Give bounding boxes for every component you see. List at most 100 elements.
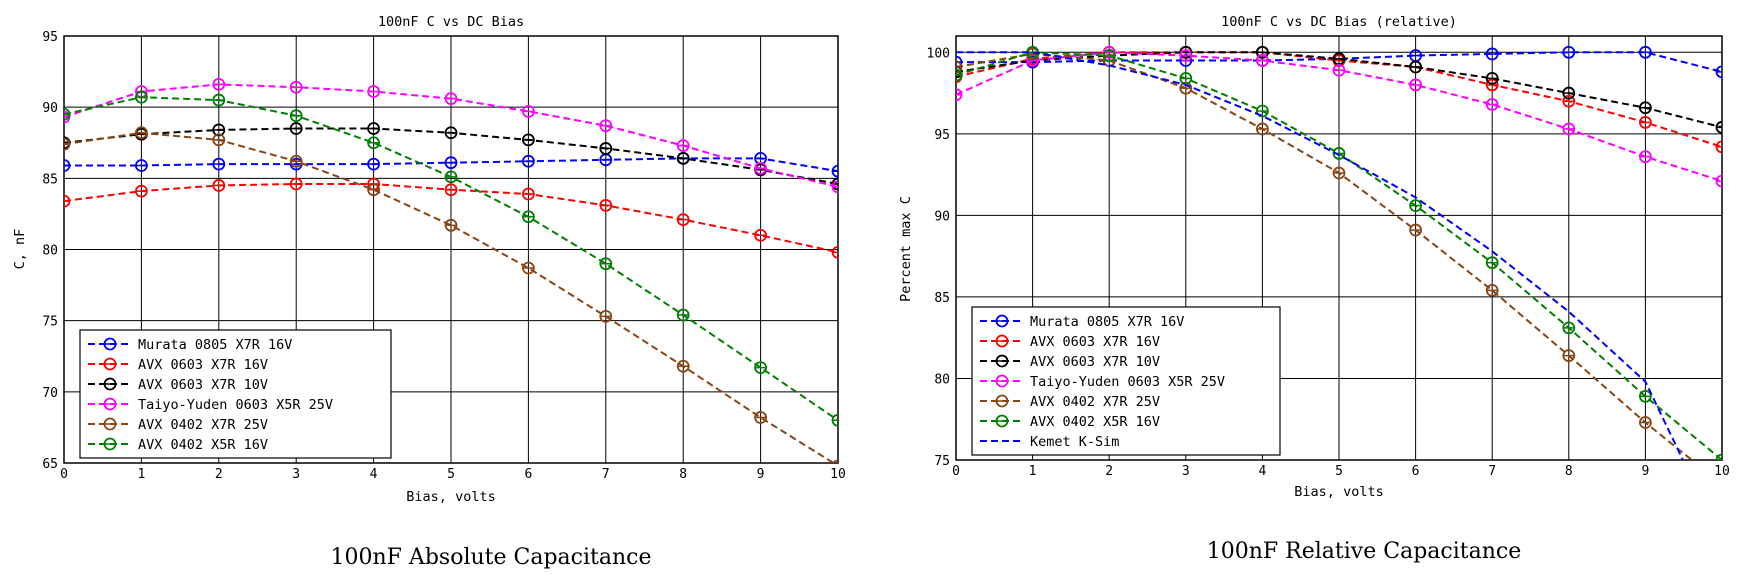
data-point bbox=[956, 68, 963, 82]
y-tick-label: 65 bbox=[42, 457, 58, 472]
data-point bbox=[1102, 49, 1116, 62]
x-tick-label: 4 bbox=[370, 467, 378, 482]
y-tick-label: 90 bbox=[934, 209, 950, 224]
legend-label: AVX 0603 X7R 10V bbox=[138, 377, 268, 393]
legend-item: AVX 0603 X7R 16V bbox=[980, 334, 1160, 350]
x-tick-label: 4 bbox=[1258, 464, 1266, 479]
data-point bbox=[212, 133, 226, 147]
data-point bbox=[1639, 45, 1652, 59]
legend-item: AVX 0603 X7R 10V bbox=[980, 354, 1160, 370]
data-point bbox=[676, 152, 690, 165]
x-tick-label: 7 bbox=[1488, 464, 1496, 479]
data-point bbox=[1639, 389, 1652, 403]
x-tick-label: 1 bbox=[1029, 464, 1037, 479]
data-point bbox=[676, 359, 690, 373]
data-point bbox=[522, 105, 535, 118]
chart-2: 0 1 2 3 4 5 6 7 8 9 10 75 80 85 90 95 100 100nF C vs DC B… bbox=[898, 14, 1730, 564]
data-point bbox=[367, 85, 381, 98]
data-point bbox=[676, 308, 690, 322]
legend-label: AVX 0402 X7R 25V bbox=[138, 417, 268, 433]
data-point bbox=[1639, 116, 1652, 129]
data-point bbox=[444, 170, 458, 184]
series-line-5 bbox=[64, 131, 836, 463]
data-point bbox=[1717, 479, 1728, 490]
data-point bbox=[831, 164, 838, 178]
data-point bbox=[212, 77, 226, 91]
legend-item: AVX 0603 X7R 10V bbox=[88, 377, 268, 393]
chart-title: 100nF C vs DC Bias (relative) bbox=[1221, 14, 1457, 30]
legend-item: Murata 0805 X7R 16V bbox=[88, 337, 292, 353]
legend-label: AVX 0603 X7R 16V bbox=[138, 357, 268, 373]
data-point bbox=[444, 126, 458, 140]
data-point bbox=[134, 159, 148, 172]
legend-label: AVX 0603 X7R 16V bbox=[1030, 334, 1160, 350]
data-point bbox=[1562, 45, 1576, 59]
data-point bbox=[289, 177, 303, 191]
legend-item: AVX 0402 X5R 16V bbox=[88, 437, 268, 453]
x-tick-label: 7 bbox=[602, 467, 610, 482]
data-point bbox=[444, 156, 458, 170]
data-point bbox=[831, 245, 838, 259]
legend-box bbox=[79, 329, 392, 459]
y-tick-label: 85 bbox=[934, 291, 950, 306]
data-point bbox=[754, 228, 767, 242]
data-point bbox=[1485, 72, 1499, 85]
data-point bbox=[599, 142, 613, 155]
data-point bbox=[1256, 104, 1269, 118]
data-point bbox=[1562, 94, 1576, 108]
data-point bbox=[1639, 416, 1652, 429]
data-point bbox=[956, 88, 963, 102]
series-group bbox=[956, 45, 1728, 490]
data-point bbox=[1715, 140, 1722, 154]
data-point bbox=[522, 187, 535, 201]
data-point bbox=[289, 122, 303, 135]
x-tick-label: 6 bbox=[1412, 464, 1420, 479]
data-point bbox=[64, 159, 71, 172]
data-point bbox=[444, 92, 458, 106]
x-tick-label: 3 bbox=[292, 467, 300, 482]
y-tick-label: 80 bbox=[934, 372, 950, 387]
y-tick-label: 75 bbox=[934, 454, 950, 469]
x-tick-label: 2 bbox=[215, 467, 223, 482]
data-point bbox=[367, 157, 381, 171]
series-group bbox=[64, 77, 838, 463]
legend-item: Taiyo-Yuden 0603 X5R 25V bbox=[88, 397, 333, 413]
legend-label: Taiyo-Yuden 0603 X5R 25V bbox=[1030, 374, 1225, 390]
legend-label: AVX 0402 X5R 16V bbox=[138, 437, 268, 453]
data-point bbox=[444, 183, 458, 197]
data-point bbox=[676, 139, 690, 152]
data-point bbox=[1715, 174, 1722, 188]
x-tick-label: 8 bbox=[679, 467, 687, 482]
plot-frame bbox=[63, 35, 839, 464]
data-point bbox=[956, 60, 963, 74]
legend-item: AVX 0402 X5R 16V bbox=[980, 414, 1160, 430]
x-tick-label: 10 bbox=[830, 467, 846, 482]
data-point bbox=[1562, 122, 1576, 136]
series-line-7 bbox=[956, 51, 1685, 460]
data-point bbox=[522, 210, 535, 224]
x-tick-label: 5 bbox=[1335, 464, 1343, 479]
data-point bbox=[1639, 101, 1652, 115]
data-point bbox=[1562, 86, 1576, 100]
data-point bbox=[367, 136, 381, 150]
legend-item: AVX 0402 X7R 25V bbox=[980, 394, 1160, 410]
data-point bbox=[64, 194, 71, 208]
x-tick-label: 6 bbox=[524, 467, 532, 482]
legend-box bbox=[971, 306, 1281, 456]
y-tick-label: 75 bbox=[42, 315, 58, 330]
data-point bbox=[1179, 49, 1193, 62]
data-point bbox=[599, 257, 613, 271]
data-point bbox=[1715, 65, 1722, 79]
legend-label: Kemet K-Sim bbox=[1030, 434, 1119, 450]
data-point bbox=[1332, 63, 1346, 77]
data-point bbox=[1332, 166, 1346, 180]
x-tick-label: 0 bbox=[952, 464, 960, 479]
data-point bbox=[676, 213, 690, 227]
chart-1: 0 1 2 3 4 5 6 7 8 9 10 65 70 75 80 85 90 95 100nF C vs DC … bbox=[12, 14, 846, 570]
plot-frame bbox=[955, 35, 1723, 461]
data-point bbox=[1639, 150, 1652, 164]
legend-label: Murata 0805 X7R 16V bbox=[138, 337, 292, 353]
y-tick-label: 85 bbox=[42, 172, 58, 187]
x-tick-label: 10 bbox=[1714, 464, 1730, 479]
